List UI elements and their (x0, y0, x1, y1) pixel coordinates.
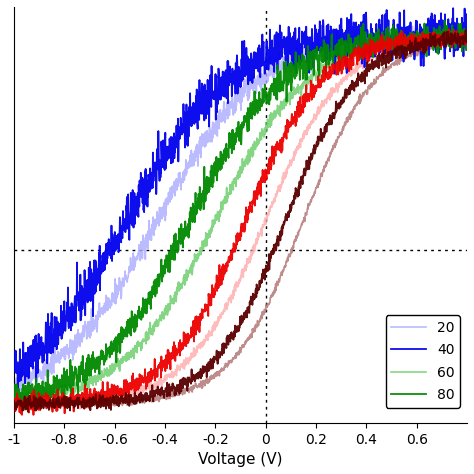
20 (464, 27, 470, 33)
80 (65, 396, 71, 401)
60 (31, 412, 36, 418)
20 (203, 96, 209, 101)
40 (269, 81, 275, 86)
60 (464, 37, 470, 43)
80 (221, 344, 227, 350)
40 (11, 401, 17, 407)
80 (11, 409, 17, 414)
20 (15, 385, 20, 391)
40 (442, 18, 447, 24)
20 (11, 361, 17, 367)
60 (203, 302, 209, 308)
20 (46, 350, 52, 356)
20 (221, 84, 227, 90)
20 (65, 318, 71, 324)
Legend: 20, 40, 60, 80: 20, 40, 60, 80 (385, 315, 460, 408)
80 (269, 251, 275, 257)
40 (65, 376, 71, 382)
Line: 60: 60 (14, 29, 467, 415)
Line: 20: 20 (14, 8, 467, 388)
20 (269, 37, 275, 43)
Line: 40: 40 (14, 21, 467, 410)
60 (269, 152, 275, 158)
60 (65, 394, 71, 400)
80 (203, 366, 209, 372)
40 (464, 39, 470, 45)
60 (221, 269, 227, 274)
Line: 80: 80 (14, 30, 467, 412)
80 (46, 400, 52, 405)
80 (213, 356, 219, 362)
60 (213, 281, 219, 287)
60 (11, 406, 17, 411)
40 (203, 177, 209, 182)
80 (25, 409, 31, 415)
20 (450, 5, 456, 11)
60 (446, 27, 452, 32)
40 (221, 147, 227, 153)
X-axis label: Voltage (V): Voltage (V) (198, 452, 283, 467)
40 (21, 407, 27, 412)
80 (463, 27, 468, 33)
40 (213, 163, 219, 168)
40 (46, 382, 52, 387)
20 (213, 117, 219, 122)
80 (464, 33, 470, 38)
60 (46, 403, 52, 409)
